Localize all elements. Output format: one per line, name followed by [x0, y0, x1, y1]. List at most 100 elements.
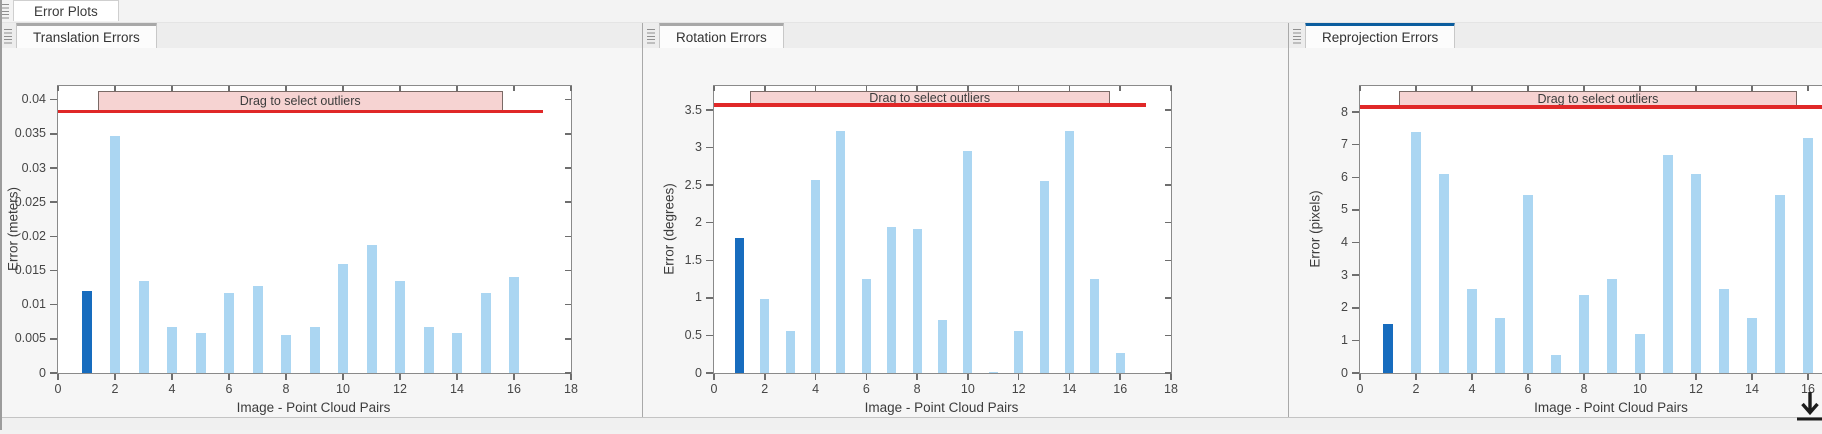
- bar-pair-10[interactable]: [1635, 333, 1645, 373]
- x-tick: [1639, 374, 1641, 380]
- bar-pair-8[interactable]: [1579, 295, 1589, 373]
- bar-pair-6[interactable]: [1523, 195, 1533, 373]
- y-tick: [1352, 339, 1359, 342]
- bar-pair-6[interactable]: [861, 279, 871, 373]
- bar-pair-13[interactable]: [1039, 181, 1049, 373]
- bar-pair-5[interactable]: [1495, 317, 1505, 373]
- drag-grip-icon[interactable]: [1, 4, 9, 19]
- bar-pair-8[interactable]: [281, 334, 291, 373]
- x-axis-label: Image - Point Cloud Pairs: [864, 400, 1019, 415]
- tab-error-plots[interactable]: Error Plots: [13, 0, 119, 21]
- bar-pair-5[interactable]: [836, 131, 846, 373]
- bar-pair-14[interactable]: [1064, 131, 1074, 373]
- bar-pair-12[interactable]: [1691, 174, 1701, 373]
- bar-pair-7[interactable]: [887, 226, 897, 373]
- bar-pair-1[interactable]: [1383, 324, 1393, 373]
- x-tick: [1583, 374, 1585, 380]
- y-tick-right: [565, 303, 571, 306]
- bar-pair-4[interactable]: [811, 179, 821, 373]
- bar-pair-9[interactable]: [938, 319, 947, 373]
- bar-pair-1[interactable]: [734, 237, 744, 373]
- y-tick: [1352, 209, 1359, 211]
- bar-pair-10[interactable]: [963, 151, 973, 373]
- bar-pair-4[interactable]: [1467, 289, 1477, 373]
- bar-pair-12[interactable]: [1014, 330, 1024, 373]
- bar-pair-7[interactable]: [1551, 355, 1561, 373]
- tab-rotation-errors[interactable]: Rotation Errors: [659, 22, 784, 48]
- x-tick-top: [570, 86, 572, 91]
- y-tick-right: [565, 372, 571, 374]
- bottom-status-strip: [0, 417, 1822, 430]
- bar-pair-8[interactable]: [912, 228, 922, 373]
- x-tick: [1119, 374, 1121, 380]
- y-tick: [50, 303, 57, 306]
- x-tick-top: [1583, 86, 1585, 91]
- x-tick: [916, 374, 918, 380]
- y-tick-right: [1165, 259, 1171, 262]
- drag-grip-icon[interactable]: [1293, 29, 1301, 44]
- x-tick: [1017, 374, 1020, 380]
- bar-pair-6[interactable]: [224, 293, 234, 373]
- y-tick: [1352, 241, 1359, 244]
- bar-pair-11[interactable]: [988, 371, 998, 373]
- bar-pair-15[interactable]: [1775, 195, 1785, 373]
- drag-grip-icon[interactable]: [647, 29, 655, 44]
- plot-area: Drag to select outliers02468101214161801…: [1341, 85, 1822, 396]
- x-tick-top: [114, 86, 116, 91]
- y-tick-right: [565, 338, 571, 340]
- bar-pair-3[interactable]: [1439, 174, 1449, 373]
- bar-pair-15[interactable]: [1090, 279, 1100, 373]
- reprojection-errors-figure: Drag to select outliers02468101214161801…: [1289, 48, 1822, 417]
- drag-grip-icon[interactable]: [4, 29, 12, 44]
- bar-pair-4[interactable]: [167, 327, 177, 373]
- bar-pair-11[interactable]: [1663, 154, 1673, 373]
- bar-pair-9[interactable]: [309, 326, 320, 373]
- x-tick-label: 16: [507, 382, 521, 396]
- bar-pair-12[interactable]: [395, 280, 405, 373]
- bar-pair-2[interactable]: [1411, 131, 1421, 373]
- bar-pair-16[interactable]: [509, 277, 519, 373]
- x-tick-label: 18: [564, 382, 578, 396]
- bar-pair-10[interactable]: [338, 263, 348, 373]
- drag-outliers-band[interactable]: Drag to select outliers: [97, 91, 503, 112]
- x-tick-label: 0: [710, 382, 718, 396]
- tab-reprojection-errors[interactable]: Reprojection Errors: [1305, 22, 1456, 48]
- outlier-threshold-line[interactable]: [1360, 105, 1822, 109]
- bar-pair-13[interactable]: [1719, 289, 1729, 373]
- panel-reprojection-errors: Reprojection Errors Drag to select outlie…: [1288, 22, 1822, 417]
- x-tick-top: [1017, 86, 1020, 91]
- drag-outliers-band[interactable]: Drag to select outliers: [1399, 91, 1797, 108]
- x-tick-label: 6: [225, 382, 233, 396]
- bar-pair-14[interactable]: [452, 333, 462, 373]
- x-tick-top: [1170, 86, 1172, 91]
- bar-pair-1[interactable]: [81, 291, 92, 373]
- dock-arrow-icon[interactable]: [1789, 387, 1822, 429]
- x-tick-top: [865, 86, 868, 91]
- bar-pair-13[interactable]: [423, 327, 434, 373]
- bar-pair-11[interactable]: [366, 244, 377, 373]
- y-tick-label: 7: [1341, 137, 1348, 152]
- bar-pair-14[interactable]: [1747, 317, 1757, 373]
- bar-pair-2[interactable]: [110, 135, 120, 373]
- bar-pair-3[interactable]: [138, 280, 149, 373]
- x-tick-label: 10: [1633, 382, 1647, 396]
- bar-pair-7[interactable]: [252, 286, 263, 373]
- bar-pair-15[interactable]: [480, 293, 491, 373]
- tab-translation-errors[interactable]: Translation Errors: [16, 22, 157, 48]
- outlier-threshold-line[interactable]: [714, 103, 1146, 107]
- bar-pair-16[interactable]: [1803, 138, 1813, 373]
- bar-pair-9[interactable]: [1607, 279, 1617, 373]
- x-tick-top: [1639, 86, 1641, 91]
- x-tick: [1527, 374, 1529, 380]
- bar-pair-5[interactable]: [195, 333, 206, 373]
- bar-pair-3[interactable]: [785, 330, 795, 373]
- y-tick-label: 2: [1341, 300, 1348, 315]
- y-tick-right: [1165, 297, 1171, 299]
- outlier-threshold-line[interactable]: [58, 109, 543, 114]
- bar-pair-2[interactable]: [760, 299, 770, 373]
- y-tick: [706, 334, 713, 337]
- bar-pair-16[interactable]: [1115, 352, 1125, 373]
- y-tick: [706, 221, 713, 224]
- x-axis-label: Image - Point Cloud Pairs: [1534, 400, 1688, 415]
- x-tick-label: 4: [812, 382, 820, 396]
